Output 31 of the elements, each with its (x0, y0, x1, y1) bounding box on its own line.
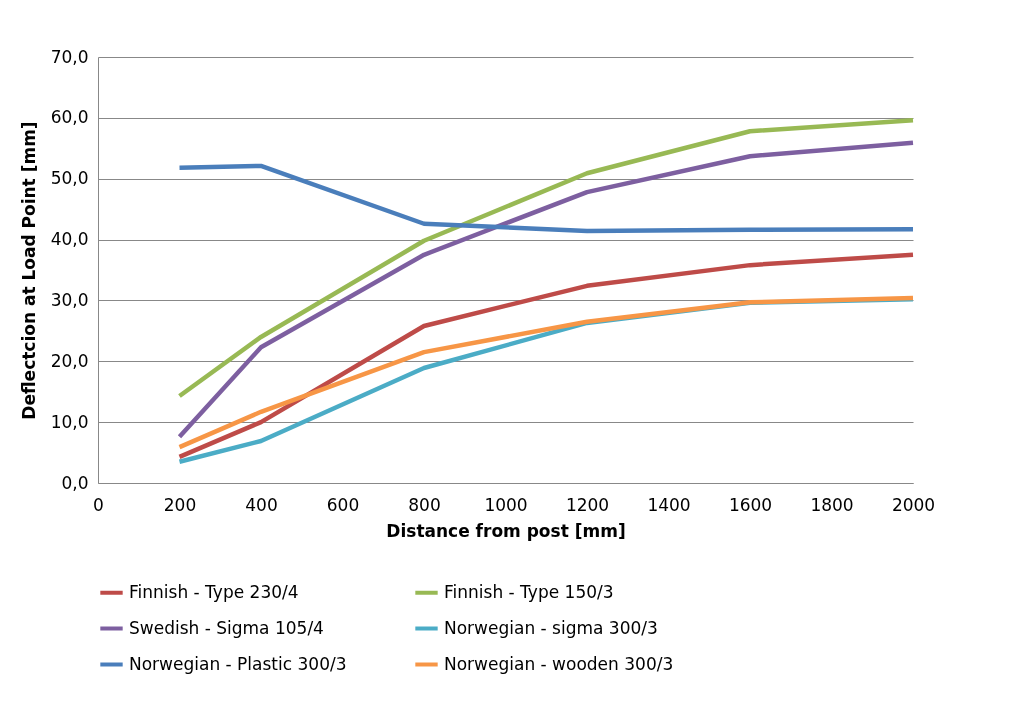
x-tick-label: 1800 (810, 494, 854, 515)
legend-label: Finnish - Type 230/4 (129, 581, 299, 602)
x-tick-label: 200 (163, 494, 197, 515)
line-series (177, 118, 916, 399)
y-tick-label: 70,0 (50, 46, 89, 67)
x-tick-label: 1400 (647, 494, 691, 515)
x-axis-title: Distance from post [mm] (386, 520, 626, 541)
x-tick-label: 600 (326, 494, 360, 515)
x-tick-label: 800 (408, 494, 441, 515)
x-tick-label: 2000 (891, 494, 936, 515)
legend-label: Finnish - Type 150/3 (444, 581, 614, 602)
y-tick-label: 40,0 (50, 229, 89, 250)
line-series (177, 140, 916, 439)
y-tick-label: 50,0 (50, 168, 89, 189)
line-series (177, 163, 916, 234)
x-tick-label: 0 (93, 494, 104, 515)
y-tick-label: 30,0 (50, 289, 89, 310)
x-tick-label: 1600 (728, 494, 773, 515)
y-tick-label: 10,0 (50, 411, 89, 432)
legend-label: Norwegian - Plastic 300/3 (129, 653, 347, 674)
line-series (177, 252, 916, 460)
x-tick-label: 400 (245, 494, 278, 515)
y-tick-label: 20,0 (50, 350, 89, 371)
x-tick-label: 1000 (484, 494, 528, 515)
legend-label: Norwegian - sigma 300/3 (444, 617, 658, 638)
legend-label: Swedish - Sigma 105/4 (129, 617, 324, 638)
y-tick-label: 60,0 (50, 107, 89, 128)
x-tick-label: 1200 (565, 494, 610, 515)
y-tick-label: 0,0 (61, 472, 89, 493)
y-axis-title: Deflectcion at Load Point [mm] (18, 121, 39, 420)
legend-label: Norwegian - wooden 300/3 (444, 653, 674, 674)
